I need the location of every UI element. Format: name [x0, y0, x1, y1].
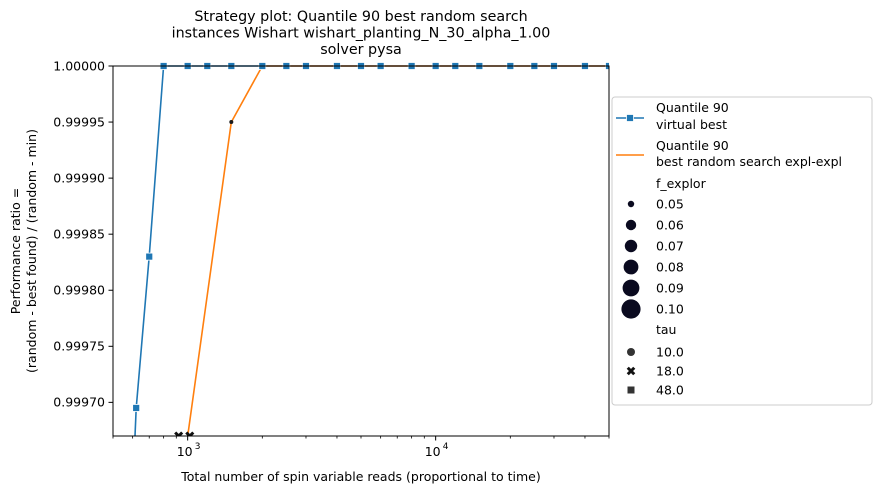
series-line-best-random-search	[186, 65, 609, 436]
x-tick-exponent: 4	[443, 442, 449, 452]
legend-marker-virtual-best	[626, 114, 634, 122]
x-tick-label: 10	[425, 444, 441, 459]
legend-size-marker	[621, 299, 641, 319]
scatter-point-x	[185, 431, 195, 436]
y-tick-label: 0.99970	[53, 395, 105, 410]
virtual-best-marker	[132, 404, 141, 412]
chart-title: Strategy plot: Quantile 90 best random s…	[172, 9, 551, 58]
y-label-line: (random - best found) / (random - min)	[24, 129, 39, 373]
legend-style-label: 48.0	[656, 383, 684, 398]
y-tick-label: 0.99995	[53, 114, 105, 129]
legend-style-title: tau	[656, 322, 676, 337]
legend-label-line2: virtual best	[656, 117, 727, 132]
scatter-point-circle	[229, 120, 234, 125]
y-axis-label: Performance ratio = (random - best found)…	[8, 129, 39, 373]
x-tick-label: 10	[177, 444, 193, 459]
legend-size-title: f_explor	[656, 176, 707, 191]
plot-frame	[112, 65, 610, 437]
title-line: solver pysa	[320, 42, 402, 58]
y-tick-label: 0.99980	[53, 283, 105, 298]
title-line: instances Wishart wishart_planting_N_30_…	[172, 26, 551, 42]
legend-style-marker-x	[626, 366, 636, 376]
legend-size-label: 0.05	[656, 197, 684, 212]
legend-size-label: 0.09	[656, 281, 684, 296]
legend-label-line1: Quantile 90	[656, 100, 729, 115]
legend-size-marker	[623, 259, 639, 275]
y-axis: 0.99970 0.99975 0.99980 0.99985 0.99990 0.999…	[53, 58, 113, 410]
legend-label-line2: best random search expl-expl	[656, 154, 842, 169]
legend-size-marker	[625, 219, 637, 231]
legend-box	[611, 96, 873, 406]
plot-area	[112, 62, 610, 493]
legend-style-label: 18.0	[656, 364, 684, 379]
x-axis: 10 3 10 4	[112, 436, 610, 459]
legend-style-marker-square	[627, 386, 635, 394]
legend-label-line1: Quantile 90	[656, 138, 729, 153]
y-tick-label: 0.99975	[53, 339, 105, 354]
y-tick-label: 0.99990	[53, 170, 105, 185]
y-tick-label: 1.00000	[53, 58, 105, 73]
y-tick-label: 0.99985	[53, 226, 105, 241]
legend-size-marker	[622, 279, 640, 297]
x-axis-label: Total number of spin variable reads (pro…	[180, 469, 541, 484]
scatter-point-x	[174, 431, 184, 436]
y-label-line: Performance ratio =	[8, 188, 23, 314]
legend-size-label: 0.06	[656, 218, 684, 233]
legend: Quantile 90 virtual best Quantile 90 best…	[611, 96, 873, 406]
legend-style-label: 10.0	[656, 345, 684, 360]
legend-size-label: 0.10	[656, 302, 684, 317]
virtual-best-marker	[145, 252, 154, 261]
series-line-virtual-best	[134, 65, 609, 436]
x-tick-exponent: 3	[195, 442, 201, 452]
legend-size-label: 0.07	[656, 239, 684, 254]
legend-size-label: 0.08	[656, 260, 684, 275]
virtual-best-marker	[129, 489, 136, 493]
legend-style-marker-circle	[627, 348, 635, 356]
title-line: Strategy plot: Quantile 90 best random s…	[194, 9, 527, 25]
legend-size-marker	[624, 239, 638, 253]
legend-size-marker	[627, 200, 635, 208]
